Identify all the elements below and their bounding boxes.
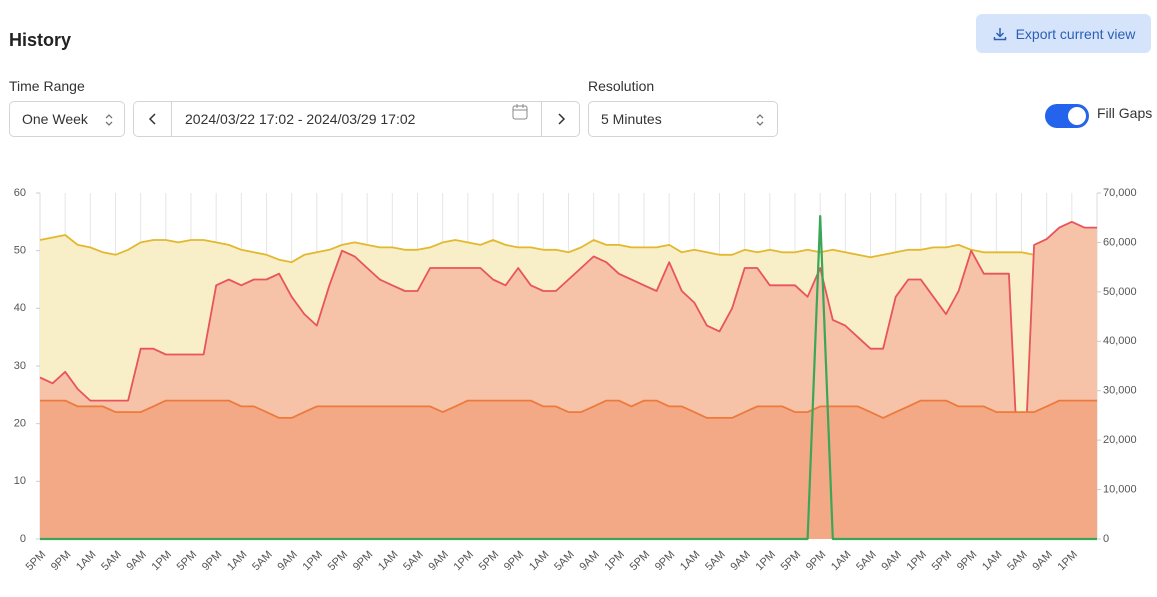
area xyxy=(40,400,1097,539)
y-tick-label: 20 xyxy=(14,418,26,430)
select-icon xyxy=(105,114,113,126)
y-tick-label: 40 xyxy=(14,302,26,314)
x-tick-label: 9AM xyxy=(728,549,752,573)
y2-tick-label: 50,000 xyxy=(1103,286,1137,298)
x-tick-label: 5PM xyxy=(779,549,803,573)
x-tick-label: 5PM xyxy=(24,549,48,573)
x-tick-label: 1AM xyxy=(829,549,853,573)
x-tick-label: 1PM xyxy=(905,549,929,573)
chart: 5PM 9PM 1AM 5AM 9AM 1PM 5PM 9PM 1AM 5AM 9AM 1PM 5PM 9… xyxy=(14,187,1137,573)
x-tick-label: 5AM xyxy=(1005,549,1029,573)
y2-tick-label: 10,000 xyxy=(1103,483,1137,495)
x-tick-label: 9AM xyxy=(577,549,601,573)
line xyxy=(39,234,1098,264)
x-tick-label: 5PM xyxy=(175,549,199,573)
x-tick-label: 1AM xyxy=(225,549,249,573)
y2-tick-label: 40,000 xyxy=(1103,335,1137,347)
x-tick-label: 9AM xyxy=(124,549,148,573)
x-tick-label: 5AM xyxy=(99,549,123,573)
resolution-label: Resolution xyxy=(588,78,655,94)
x-tick-label: 1PM xyxy=(1056,549,1080,573)
x-tick-label: 5AM xyxy=(552,549,576,573)
x-tick-label: 9PM xyxy=(502,549,526,573)
y-tick-label: 50 xyxy=(14,245,26,257)
next-button[interactable] xyxy=(541,102,579,136)
x-tick-label: 1PM xyxy=(603,549,627,573)
x-tick-label: 1PM xyxy=(301,549,325,573)
x-tick-label: 9AM xyxy=(879,549,903,573)
resolution-select[interactable]: 5 Minutes xyxy=(588,101,778,137)
x-tick-label: 5AM xyxy=(250,549,274,573)
y2-tick-label: 0 xyxy=(1103,533,1109,545)
x-tick-label: 1PM xyxy=(150,549,174,573)
x-tick-label: 5PM xyxy=(477,549,501,573)
y2-tick-label: 20,000 xyxy=(1103,434,1137,446)
x-tick-label: 9AM xyxy=(426,549,450,573)
time-range-value: One Week xyxy=(22,111,88,127)
x-tick-label: 1AM xyxy=(527,549,551,573)
x-tick-label: 9PM xyxy=(804,549,828,573)
y-tick-label: 0 xyxy=(20,533,26,545)
page-title: History xyxy=(9,30,72,50)
y2-tick-label: 60,000 xyxy=(1103,236,1137,248)
export-button[interactable]: Export current view xyxy=(976,14,1151,53)
x-tick-label: 1AM xyxy=(980,549,1004,573)
x-tick-label: 1AM xyxy=(74,549,98,573)
fill-gaps-label: Fill Gaps xyxy=(1097,105,1153,121)
export-label: Export current view xyxy=(1015,25,1136,42)
x-tick-label: 5AM xyxy=(703,549,727,573)
time-range-select[interactable]: One Week xyxy=(9,101,125,137)
x-tick-label: 9AM xyxy=(1030,549,1054,573)
date-range-picker: 2024/03/22 17:02 - 2024/03/29 17:02 xyxy=(133,101,580,137)
x-tick-label: 1PM xyxy=(754,549,778,573)
download-icon xyxy=(993,27,1006,40)
calendar-icon xyxy=(512,104,528,120)
select-icon xyxy=(756,114,764,126)
y-tick-label: 60 xyxy=(14,187,26,199)
x-tick-label: 9AM xyxy=(275,549,299,573)
line xyxy=(40,399,1097,419)
x-tick-label: 1AM xyxy=(678,549,702,573)
date-range-value: 2024/03/22 17:02 - 2024/03/29 17:02 xyxy=(185,111,416,127)
fill-gaps-toggle[interactable] xyxy=(1045,104,1089,128)
x-tick-label: 1AM xyxy=(376,549,400,573)
x-tick-label: 9PM xyxy=(653,549,677,573)
x-tick-label: 5PM xyxy=(930,549,954,573)
x-tick-label: 1PM xyxy=(452,549,476,573)
time-range-label: Time Range xyxy=(9,78,85,94)
y-tick-label: 10 xyxy=(14,475,26,487)
y-tick-label: 30 xyxy=(14,360,26,372)
x-tick-label: 9PM xyxy=(351,549,375,573)
x-tick-label: 5PM xyxy=(326,549,350,573)
resolution-value: 5 Minutes xyxy=(601,111,662,127)
x-tick-label: 9PM xyxy=(955,549,979,573)
line xyxy=(39,220,1097,540)
x-tick-label: 5AM xyxy=(854,549,878,573)
x-tick-label: 9PM xyxy=(49,549,73,573)
line xyxy=(40,215,1097,541)
x-tick-label: 5PM xyxy=(628,549,652,573)
date-range-input[interactable]: 2024/03/22 17:02 - 2024/03/29 17:02 xyxy=(172,104,541,127)
next-icon xyxy=(557,113,565,125)
y2-tick-label: 70,000 xyxy=(1103,187,1137,199)
x-tick-label: 9PM xyxy=(200,549,224,573)
prev-button[interactable] xyxy=(134,102,172,136)
x-tick-label: 5AM xyxy=(401,549,425,573)
prev-icon xyxy=(148,113,156,125)
y2-tick-label: 30,000 xyxy=(1103,385,1137,397)
